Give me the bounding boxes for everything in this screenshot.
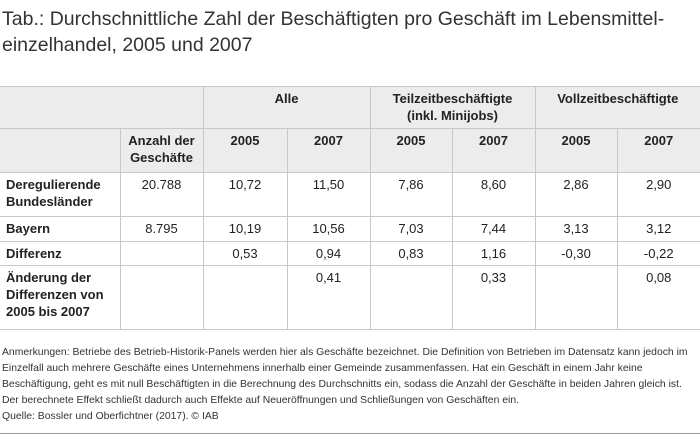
table-cell: 0,94 — [286, 241, 371, 266]
empty-cell — [0, 128, 121, 173]
table-cell: -0,30 — [534, 241, 618, 266]
table-row: Bayern 8.795 10,19 10,56 7,03 7,44 3,13 3,12 — [0, 216, 700, 242]
source: Quelle: Bossler und Oberfichtner (2017).… — [2, 411, 219, 422]
table-cell — [202, 265, 288, 330]
table: Alle Teilzeitbeschäftigte (inkl. Minijobs… — [0, 86, 700, 330]
year-header: 2007 — [451, 128, 536, 173]
table-cell: 3,13 — [534, 216, 618, 242]
row-label: Änderung der Differenzen von 2005 bis 20… — [0, 265, 121, 330]
title: Tab.: Durchschnittliche Zahl der Beschäf… — [2, 6, 698, 58]
row-label: Bayern — [0, 216, 121, 242]
note-text: Anmerkungen: Betriebe des Betrieb-Histor… — [2, 347, 688, 406]
table-cell — [119, 265, 204, 330]
year-header: 2007 — [286, 128, 371, 173]
table-cell: 0,41 — [286, 265, 371, 330]
table-row: Deregulierende Bundesländer 20.788 10,72 11… — [0, 172, 700, 217]
table-cell: 8.795 — [119, 216, 204, 242]
row-label: Deregulierende Bundesländer — [0, 172, 121, 217]
table-cell: -0,22 — [616, 241, 700, 266]
group-header: Alle — [202, 86, 371, 129]
title-line: Tab.: Durchschnittliche Zahl der Beschäf… — [2, 8, 665, 30]
table-cell: 0,83 — [369, 241, 453, 266]
table-cell: 11,50 — [286, 172, 371, 217]
table-row: Differenz 0,53 0,94 0,83 1,16 -0,30 -0,22 — [0, 241, 700, 266]
table-cell — [369, 265, 453, 330]
table-cell: 7,03 — [369, 216, 453, 242]
table-cell: 10,72 — [202, 172, 288, 217]
year-header: 2007 — [616, 128, 700, 173]
table-row: Änderung der Differenzen von 2005 bis 20… — [0, 265, 700, 330]
table-cell: 2,90 — [616, 172, 700, 217]
table-cell — [119, 241, 204, 266]
rule — [0, 433, 700, 434]
notes: Anmerkungen: Betriebe des Betrieb-Histor… — [2, 345, 698, 425]
year-header: 2005 — [202, 128, 288, 173]
table-cell — [534, 265, 618, 330]
table-cell: 8,60 — [451, 172, 536, 217]
table-cell: 2,86 — [534, 172, 618, 217]
empty-cell — [0, 86, 204, 129]
table-cell: 20.788 — [119, 172, 204, 217]
group-header: Teilzeitbeschäftigte (inkl. Minijobs) — [369, 86, 536, 129]
table-cell: 1,16 — [451, 241, 536, 266]
table-cell: 7,86 — [369, 172, 453, 217]
table-cell: 10,19 — [202, 216, 288, 242]
row-label: Differenz — [0, 241, 121, 266]
table-row: Alle Teilzeitbeschäftigte (inkl. Minijobs… — [0, 86, 700, 129]
table-cell: 7,44 — [451, 216, 536, 242]
column-header: Anzahl der Geschäfte — [119, 128, 204, 173]
year-header: 2005 — [369, 128, 453, 173]
table-row: Anzahl der Geschäfte 2005 2007 2005 2007 2005… — [0, 128, 700, 173]
table-cell: 10,56 — [286, 216, 371, 242]
table-cell: 0,33 — [451, 265, 536, 330]
table-cell: 3,12 — [616, 216, 700, 242]
group-header: Vollzeitbeschäftigte — [534, 86, 700, 129]
year-header: 2005 — [534, 128, 618, 173]
title-line: einzelhandel, 2005 und 2007 — [2, 34, 253, 56]
table-cell: 0,53 — [202, 241, 288, 266]
table-cell: 0,08 — [616, 265, 700, 330]
